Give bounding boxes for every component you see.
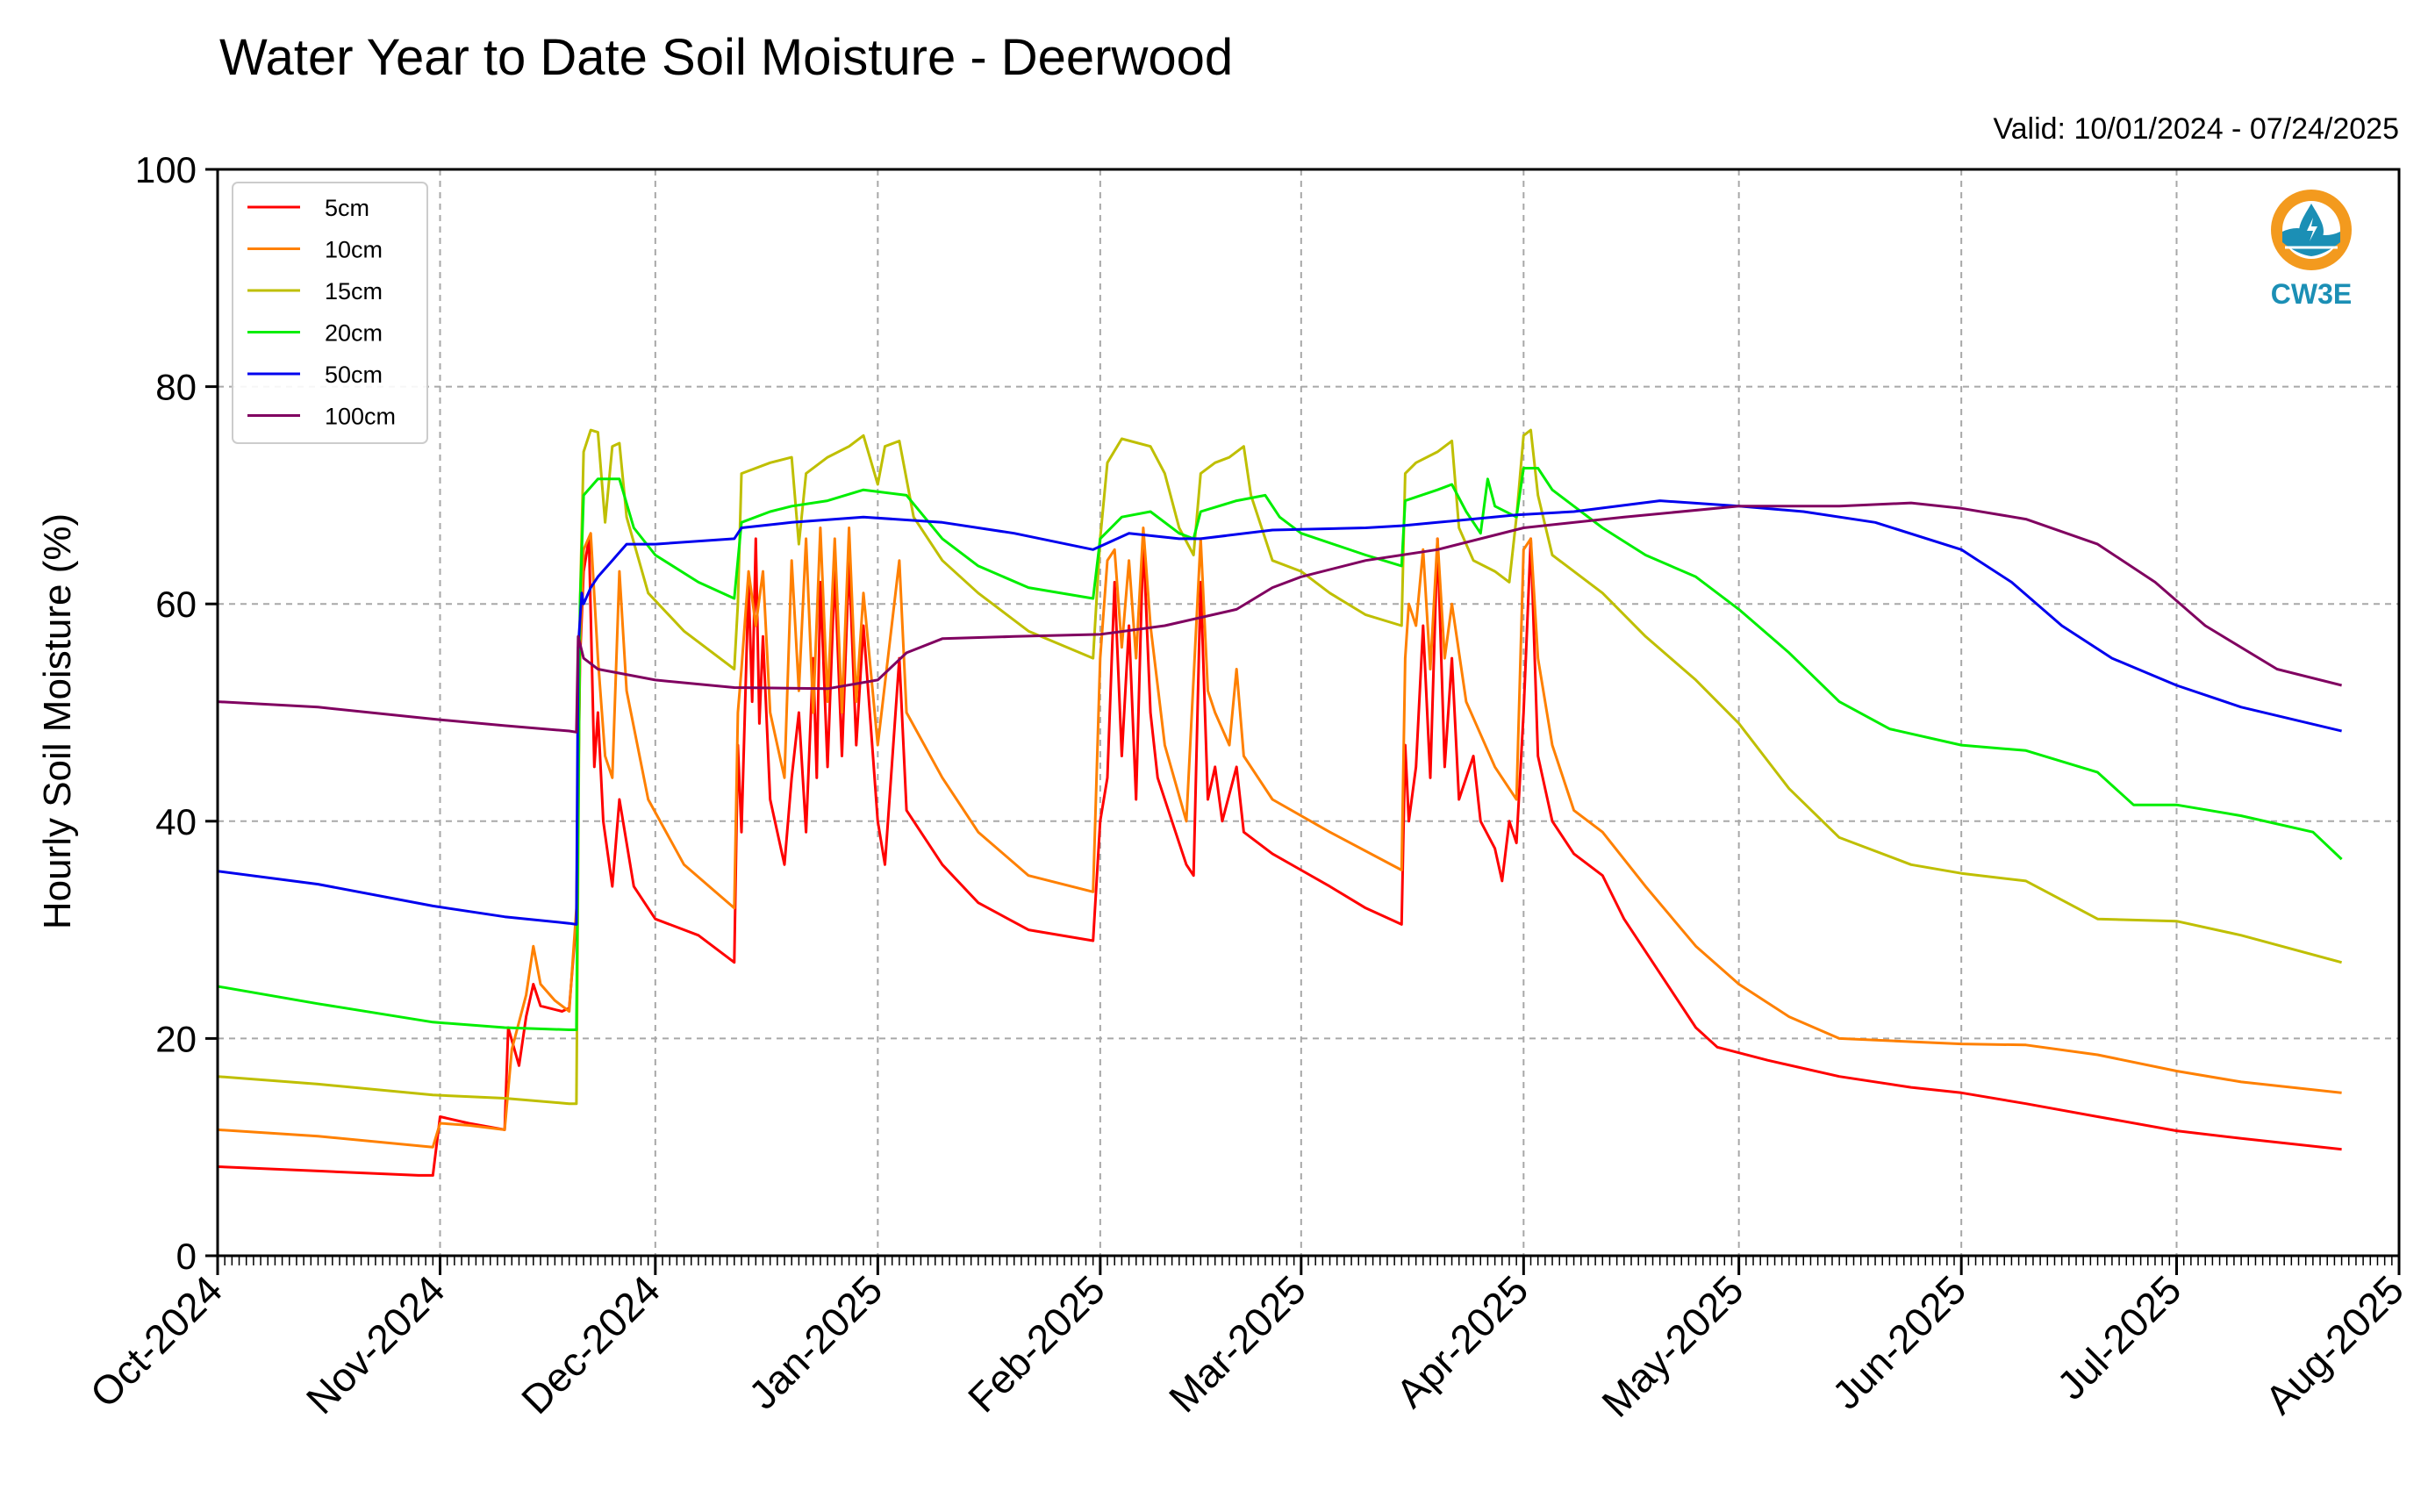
- legend: 5cm 10cm 15cm 20cm 50cm 100cm: [232, 182, 428, 444]
- y-tick-label: 100: [135, 149, 197, 190]
- legend-label-50cm: 50cm: [325, 362, 383, 388]
- chart-title: Water Year to Date Soil Moisture - Deerw…: [219, 29, 1233, 86]
- legend-label-5cm: 5cm: [325, 195, 369, 221]
- y-tick-label: 40: [155, 801, 197, 842]
- series-line-100cm: [217, 501, 2342, 734]
- legend-label-100cm: 100cm: [325, 404, 396, 430]
- series-line-50cm: [217, 499, 2342, 926]
- y-axis-label: Hourly Soil Moisture (%): [36, 513, 79, 929]
- legend-label-20cm: 20cm: [325, 320, 383, 347]
- logo-drop-highlight: [2307, 218, 2317, 241]
- y-tick-label: 80: [155, 367, 197, 408]
- y-tick-label: 20: [155, 1018, 197, 1059]
- legend-label-10cm: 10cm: [325, 237, 383, 263]
- y-tick-label: 60: [155, 584, 197, 625]
- series-lines: [217, 428, 2343, 1177]
- logo-text: CW3E: [2271, 278, 2352, 310]
- series-line-5cm: [217, 537, 2342, 1177]
- series-line-20cm: [217, 467, 2343, 1031]
- y-tick-label: 0: [176, 1236, 197, 1277]
- cw3e-logo: CW3E: [2271, 190, 2352, 310]
- x-axis-minor-ticks: [217, 1256, 2400, 1265]
- series-line-15cm: [217, 428, 2342, 1106]
- legend-label-15cm: 15cm: [325, 278, 383, 305]
- valid-date-range: Valid: 10/01/2024 - 07/24/2025: [1993, 112, 2399, 146]
- y-axis-ticks: 0 20 40 60 80 100: [135, 149, 218, 1277]
- series-line-10cm: [217, 527, 2342, 1149]
